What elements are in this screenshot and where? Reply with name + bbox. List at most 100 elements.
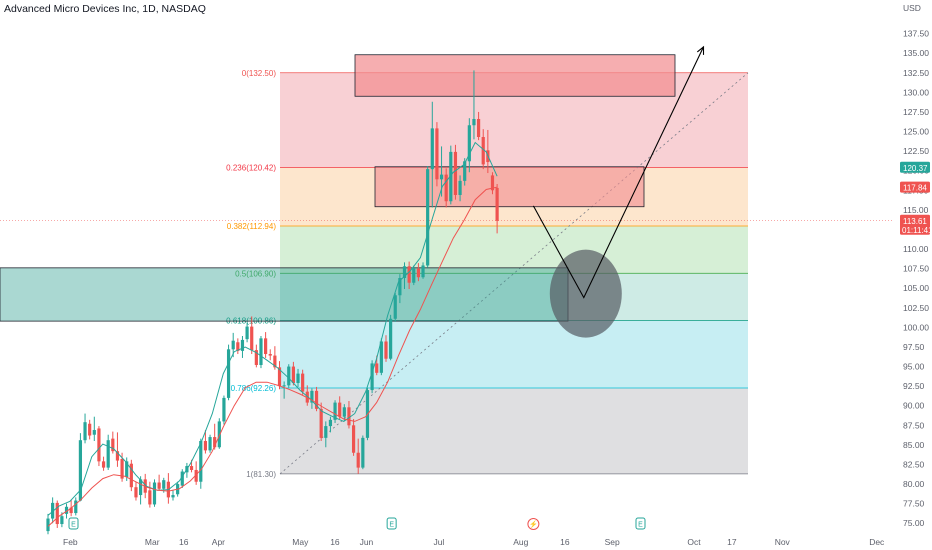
y-tick-label: 95.00 [903,362,925,372]
y-tick-label: 82.50 [903,459,925,469]
dividend-icon: ⚡ [527,518,540,530]
x-axis-ticks: Feb Mar 16 Apr May 16 Jun Jul Aug 16 Sep Oct 17 Nov De… [63,537,885,547]
candle-body [203,440,208,451]
candle-body [398,278,402,296]
candle-body [416,268,420,278]
candle-body [64,506,69,514]
candle-body [305,391,309,403]
candle-body [213,437,217,448]
candle-body [435,128,439,180]
y-tick-label: 77.50 [903,499,925,509]
fib-level-label: 0.786(92.26) [231,384,277,393]
zone-support [0,267,569,322]
candle-body [389,318,393,359]
candle-body [240,339,245,351]
candle-body [393,295,397,319]
price-tag-countdown: 01:11:41 [902,226,932,235]
y-tick-label: 80.00 [903,479,925,489]
price-tag-box [900,181,930,193]
x-tick-label: 17 [727,537,737,547]
moving-average-fast [47,141,498,516]
candle-body [324,426,328,438]
y-tick-label: 85.00 [903,440,925,450]
candle-body [152,482,157,505]
split-marker-glyph: ⚡ [529,520,538,529]
candle-body [314,390,319,409]
x-tick-label: Dec [869,537,885,547]
x-tick-label: Feb [63,537,78,547]
earnings-marker [386,517,397,530]
candle-body [463,161,467,181]
candle-body [458,180,462,195]
fib-level-label: 1(81.30) [246,470,276,479]
candle-body [60,516,64,525]
x-tick-label: Mar [145,537,160,547]
y-tick-label: 92.50 [903,381,925,391]
x-tick-label: Oct [687,537,701,547]
price-tag-value: 113.61 [903,217,927,226]
candle-body [51,502,55,519]
earnings-icon: E [386,517,397,530]
candle-body [120,459,124,479]
fib-level-label: 0(132.50) [242,69,277,78]
candle-body [92,430,96,435]
candle-body [370,363,374,391]
candle-body [375,363,379,373]
candle-body [231,340,235,350]
candle-body [111,438,115,452]
y-tick-label: 100.00 [903,322,929,332]
candle-body [333,402,337,420]
y-tick-label: 97.50 [903,342,925,352]
price-tag-value: 120.37 [903,164,928,173]
candle-body [328,419,333,427]
fib-retracement: 0(132.50) 0.236(120.42) 0.382(112.94) 0.5(1… [226,69,749,479]
candle-body [189,466,194,470]
candle-body [347,407,351,426]
candle-body [273,355,277,368]
candle-body [250,326,254,351]
candle-body [412,268,416,283]
candle-body [379,341,383,373]
candle-body [277,367,282,387]
candles [46,70,499,535]
fib-band [280,388,748,474]
candle-body [296,373,300,384]
candle-body [351,425,356,453]
candle-body [199,440,203,482]
fib-band [280,320,748,389]
candle-body [55,502,59,525]
candle-body [88,423,92,436]
candle-body [356,452,360,468]
y-tick-label: 125.00 [903,127,929,137]
x-tick-label: Sep [605,537,620,547]
earnings-marker-glyph: E [71,522,76,529]
fib-band [280,226,748,274]
candle-body [194,469,198,482]
candle-body [319,408,323,438]
candle-body [101,461,106,468]
candle-body [157,482,161,489]
price-tag-value: 117.84 [903,184,927,193]
candle-body [402,266,407,279]
candle-body [236,342,240,351]
candle-body [180,471,184,486]
y-tick-label: 122.50 [903,146,929,156]
price-tag-box [900,214,930,235]
candle-body [222,397,226,422]
moving-average-slow [47,186,498,527]
candle-body [476,118,481,138]
price-tag-box [900,161,930,173]
y-tick-label: 105.00 [903,283,929,293]
candle-body [444,174,448,202]
x-tick-label: May [292,537,309,547]
candle-body [106,440,110,468]
zone-resistance-mid [374,166,645,208]
fib-level-label: 0.236(120.42) [226,163,276,172]
candle-body [342,407,346,417]
candle-body [264,338,268,355]
candle-body [115,451,120,461]
x-tick-label: Jun [360,537,374,547]
